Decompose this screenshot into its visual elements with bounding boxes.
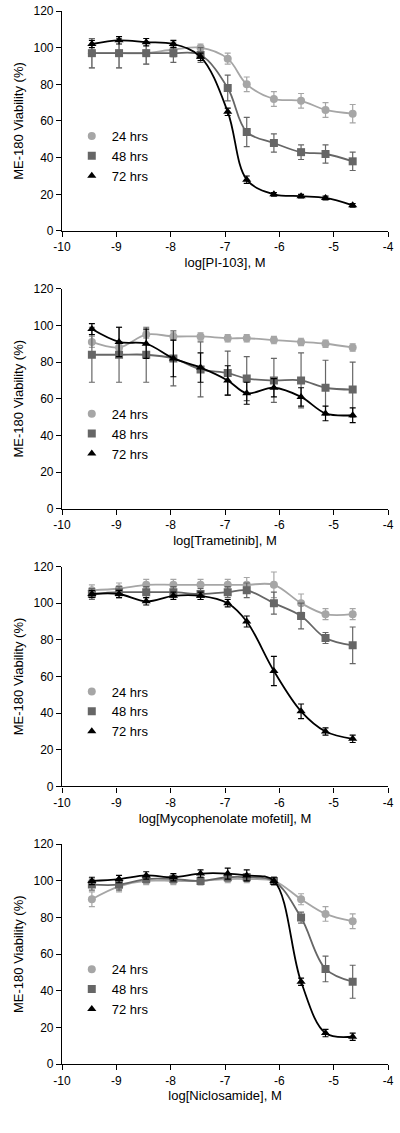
svg-text:72 hrs: 72 hrs bbox=[112, 724, 149, 739]
svg-text:-7: -7 bbox=[220, 240, 231, 254]
svg-text:48 hrs: 48 hrs bbox=[112, 149, 149, 164]
svg-text:-7: -7 bbox=[220, 518, 231, 532]
svg-text:0: 0 bbox=[47, 224, 54, 238]
svg-text:0: 0 bbox=[47, 1057, 54, 1071]
svg-text:40: 40 bbox=[40, 151, 54, 165]
svg-text:80: 80 bbox=[40, 355, 54, 369]
svg-text:ME-180 Viability (%): ME-180 Viability (%) bbox=[11, 340, 26, 458]
svg-text:72 hrs: 72 hrs bbox=[112, 447, 149, 462]
svg-text:48 hrs: 48 hrs bbox=[112, 982, 149, 997]
svg-text:24 hrs: 24 hrs bbox=[112, 685, 149, 700]
svg-text:24 hrs: 24 hrs bbox=[112, 962, 149, 977]
svg-text:-5: -5 bbox=[328, 796, 339, 810]
svg-text:ME-180 Viability (%): ME-180 Viability (%) bbox=[11, 618, 26, 736]
svg-text:60: 60 bbox=[40, 670, 54, 684]
svg-text:-8: -8 bbox=[165, 518, 176, 532]
svg-text:log[Niclosamide], M: log[Niclosamide], M bbox=[168, 1088, 281, 1103]
svg-text:ME-180 Viability (%): ME-180 Viability (%) bbox=[11, 895, 26, 1013]
svg-text:120: 120 bbox=[33, 4, 53, 18]
svg-text:log[PI-103], M: log[PI-103], M bbox=[185, 255, 266, 270]
svg-text:-8: -8 bbox=[165, 240, 176, 254]
svg-text:48 hrs: 48 hrs bbox=[112, 427, 149, 442]
svg-text:-4: -4 bbox=[383, 240, 394, 254]
svg-text:-6: -6 bbox=[274, 518, 285, 532]
svg-text:-5: -5 bbox=[328, 518, 339, 532]
svg-text:72 hrs: 72 hrs bbox=[112, 169, 149, 184]
svg-text:log[Mycophenolate mofetil], M: log[Mycophenolate mofetil], M bbox=[139, 811, 312, 826]
svg-text:20: 20 bbox=[40, 743, 54, 757]
svg-text:-4: -4 bbox=[383, 1074, 394, 1088]
svg-text:-5: -5 bbox=[328, 240, 339, 254]
svg-text:-10: -10 bbox=[53, 796, 71, 810]
svg-text:40: 40 bbox=[40, 706, 54, 720]
svg-text:60: 60 bbox=[40, 392, 54, 406]
svg-text:24 hrs: 24 hrs bbox=[112, 129, 149, 144]
svg-text:-7: -7 bbox=[220, 1074, 231, 1088]
svg-text:100: 100 bbox=[33, 596, 53, 610]
svg-text:-10: -10 bbox=[53, 518, 71, 532]
svg-text:-6: -6 bbox=[274, 796, 285, 810]
svg-text:-9: -9 bbox=[111, 518, 122, 532]
svg-text:-4: -4 bbox=[383, 518, 394, 532]
svg-text:40: 40 bbox=[40, 429, 54, 443]
svg-text:-7: -7 bbox=[220, 796, 231, 810]
svg-text:-6: -6 bbox=[274, 240, 285, 254]
svg-text:120: 120 bbox=[33, 282, 53, 296]
svg-text:0: 0 bbox=[47, 780, 54, 794]
svg-text:100: 100 bbox=[33, 874, 53, 888]
svg-text:120: 120 bbox=[33, 560, 53, 574]
svg-text:-9: -9 bbox=[111, 796, 122, 810]
svg-text:100: 100 bbox=[33, 41, 53, 55]
svg-text:log[Trametinib], M: log[Trametinib], M bbox=[173, 533, 277, 548]
svg-text:20: 20 bbox=[40, 188, 54, 202]
svg-text:-4: -4 bbox=[383, 796, 394, 810]
svg-text:20: 20 bbox=[40, 465, 54, 479]
svg-text:72 hrs: 72 hrs bbox=[112, 1002, 149, 1017]
svg-text:20: 20 bbox=[40, 1021, 54, 1035]
svg-text:-5: -5 bbox=[328, 1074, 339, 1088]
svg-text:-8: -8 bbox=[165, 796, 176, 810]
svg-text:ME-180 Viability (%): ME-180 Viability (%) bbox=[11, 62, 26, 180]
svg-text:40: 40 bbox=[40, 984, 54, 998]
svg-text:-6: -6 bbox=[274, 1074, 285, 1088]
svg-text:-10: -10 bbox=[53, 240, 71, 254]
svg-text:100: 100 bbox=[33, 319, 53, 333]
svg-text:80: 80 bbox=[40, 78, 54, 92]
svg-text:-8: -8 bbox=[165, 1074, 176, 1088]
svg-text:-9: -9 bbox=[111, 1074, 122, 1088]
svg-text:80: 80 bbox=[40, 633, 54, 647]
svg-text:120: 120 bbox=[33, 837, 53, 851]
svg-text:60: 60 bbox=[40, 114, 54, 128]
svg-text:24 hrs: 24 hrs bbox=[112, 407, 149, 422]
svg-text:48 hrs: 48 hrs bbox=[112, 704, 149, 719]
svg-text:0: 0 bbox=[47, 502, 54, 516]
svg-text:80: 80 bbox=[40, 911, 54, 925]
svg-text:-10: -10 bbox=[53, 1074, 71, 1088]
svg-text:60: 60 bbox=[40, 947, 54, 961]
svg-text:-9: -9 bbox=[111, 240, 122, 254]
